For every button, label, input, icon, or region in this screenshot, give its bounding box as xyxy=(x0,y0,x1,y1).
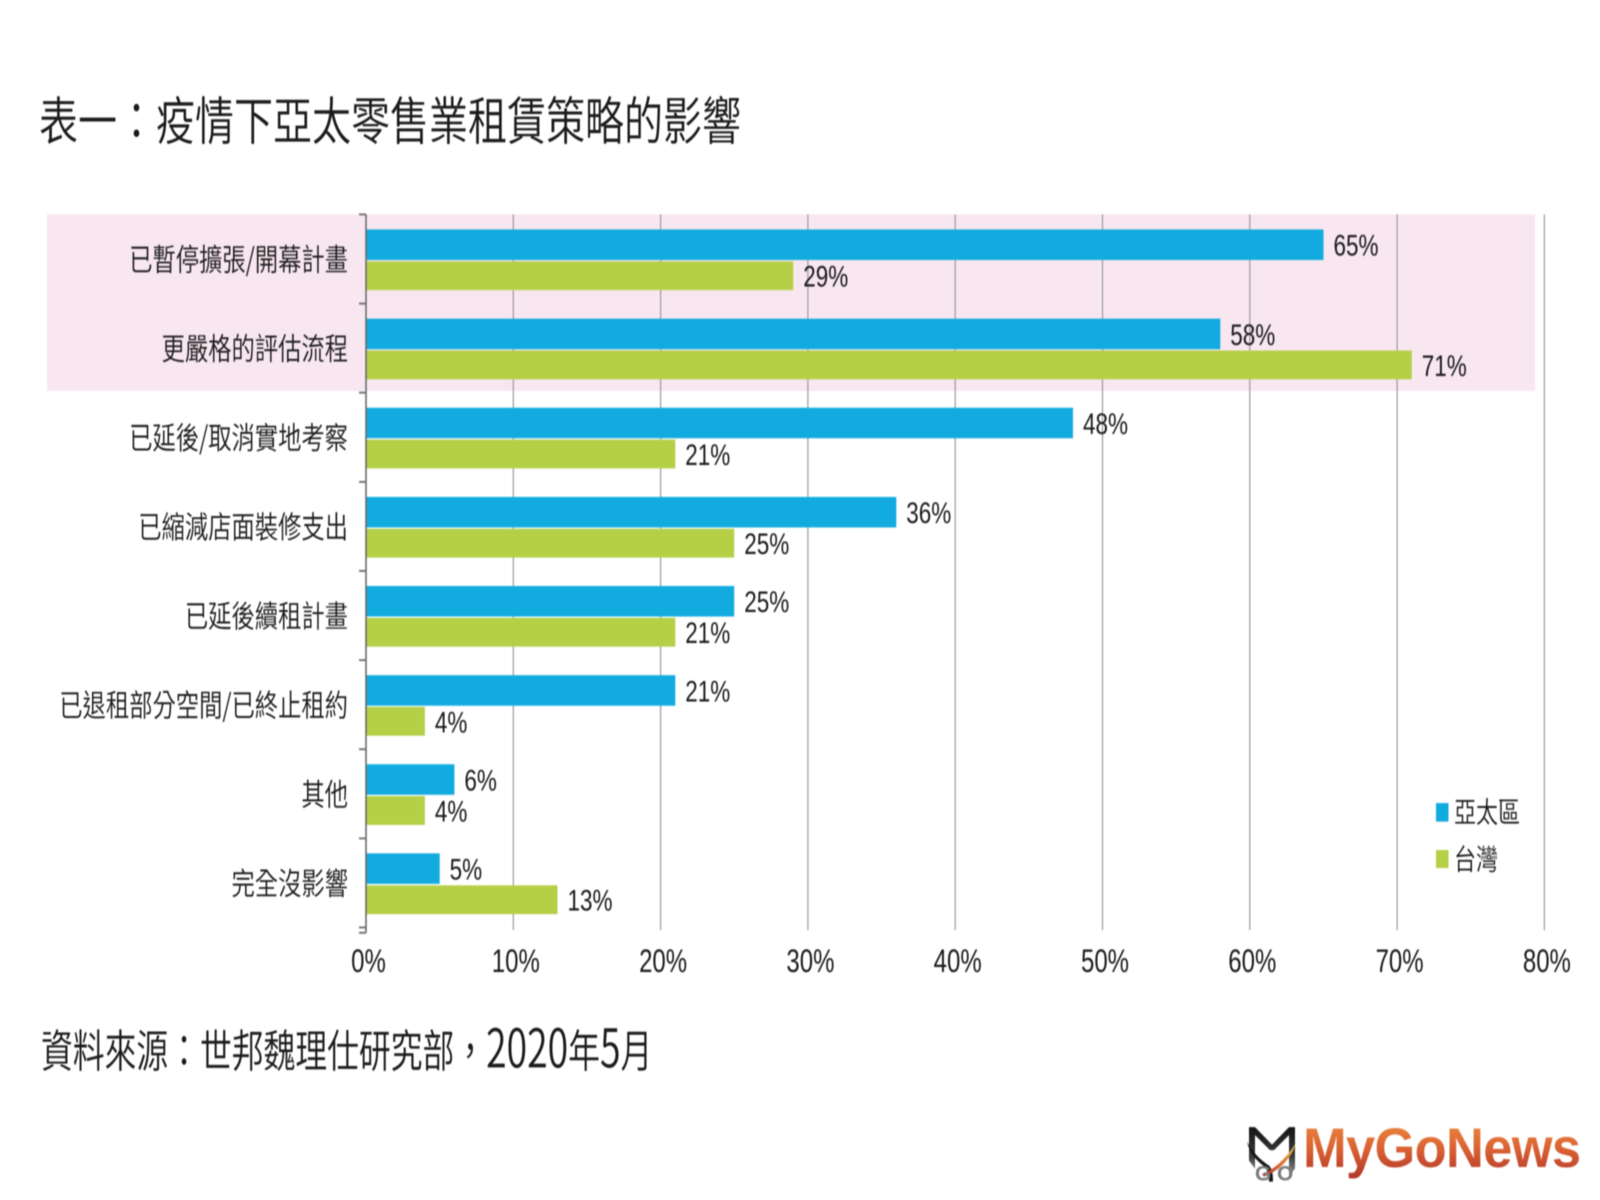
svg-text:58%: 58% xyxy=(1230,318,1275,352)
svg-text:10%: 10% xyxy=(492,943,540,979)
svg-text:30%: 30% xyxy=(786,943,834,979)
svg-text:G: G xyxy=(1255,1163,1271,1186)
svg-text:13%: 13% xyxy=(568,884,613,918)
svg-text:65%: 65% xyxy=(1334,229,1379,263)
svg-text:MyGoNews: MyGoNews xyxy=(1303,1118,1580,1180)
svg-text:40%: 40% xyxy=(934,943,982,979)
svg-text:50%: 50% xyxy=(1081,943,1129,979)
svg-text:29%: 29% xyxy=(803,260,848,294)
svg-text:0%: 0% xyxy=(351,943,386,979)
svg-text:21%: 21% xyxy=(685,674,730,708)
svg-text:70%: 70% xyxy=(1376,943,1424,979)
svg-text:20%: 20% xyxy=(639,943,687,979)
svg-text:48%: 48% xyxy=(1083,407,1128,441)
svg-text:O: O xyxy=(1277,1163,1293,1186)
svg-text:6%: 6% xyxy=(464,763,497,797)
svg-text:25%: 25% xyxy=(744,527,789,561)
svg-text:25%: 25% xyxy=(744,585,789,619)
svg-text:36%: 36% xyxy=(906,496,951,530)
svg-text:4%: 4% xyxy=(435,705,468,739)
svg-text:21%: 21% xyxy=(685,438,730,472)
svg-text:21%: 21% xyxy=(685,616,730,650)
svg-text:60%: 60% xyxy=(1228,943,1276,979)
svg-text:4%: 4% xyxy=(435,794,468,828)
svg-text:71%: 71% xyxy=(1422,349,1467,383)
svg-text:5%: 5% xyxy=(450,852,483,886)
svg-text:80%: 80% xyxy=(1523,943,1571,979)
